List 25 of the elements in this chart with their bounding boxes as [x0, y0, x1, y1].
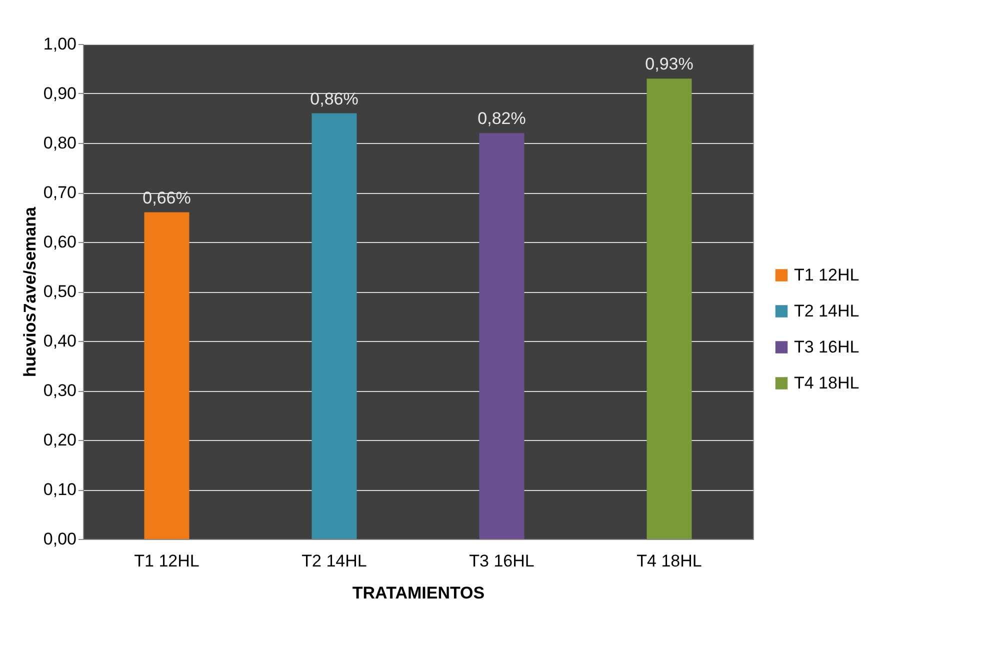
- x-tick-label: T2 14HL: [302, 552, 367, 570]
- y-tick-label: 0,80: [43, 134, 76, 152]
- y-tick-label: 0,00: [43, 530, 76, 548]
- x-tick-label: T4 18HL: [636, 552, 702, 570]
- legend-label: T4 18HL: [794, 373, 860, 392]
- y-tick-label: 1,00: [43, 34, 76, 54]
- x-tick-label: T3 16HL: [469, 552, 534, 570]
- data-label: 0,93%: [645, 54, 694, 74]
- y-axis-title: huevios7ave/semana: [20, 206, 40, 378]
- y-tick-label: 0,60: [43, 232, 76, 252]
- x-axis-title: TRATAMIENTOS: [352, 584, 485, 602]
- data-label: 0,82%: [478, 109, 526, 128]
- x-tick-label: T1 12HL: [134, 552, 200, 570]
- y-tick-label: 0,20: [43, 430, 76, 450]
- data-label: 0,86%: [310, 89, 358, 108]
- y-tick-label: 0,90: [43, 84, 76, 103]
- legend-label: T3 16HL: [794, 337, 860, 356]
- y-tick-label: 0,30: [43, 381, 76, 400]
- y-tick-label: 0,50: [43, 282, 76, 301]
- legend-label: T1 12HL: [794, 265, 860, 284]
- y-tick-label: 0,40: [43, 332, 76, 350]
- y-tick-label: 0,70: [43, 183, 76, 202]
- legend-label: T2 14HL: [794, 301, 860, 320]
- data-label: 0,66%: [142, 188, 191, 208]
- y-tick-label: 0,10: [43, 480, 76, 499]
